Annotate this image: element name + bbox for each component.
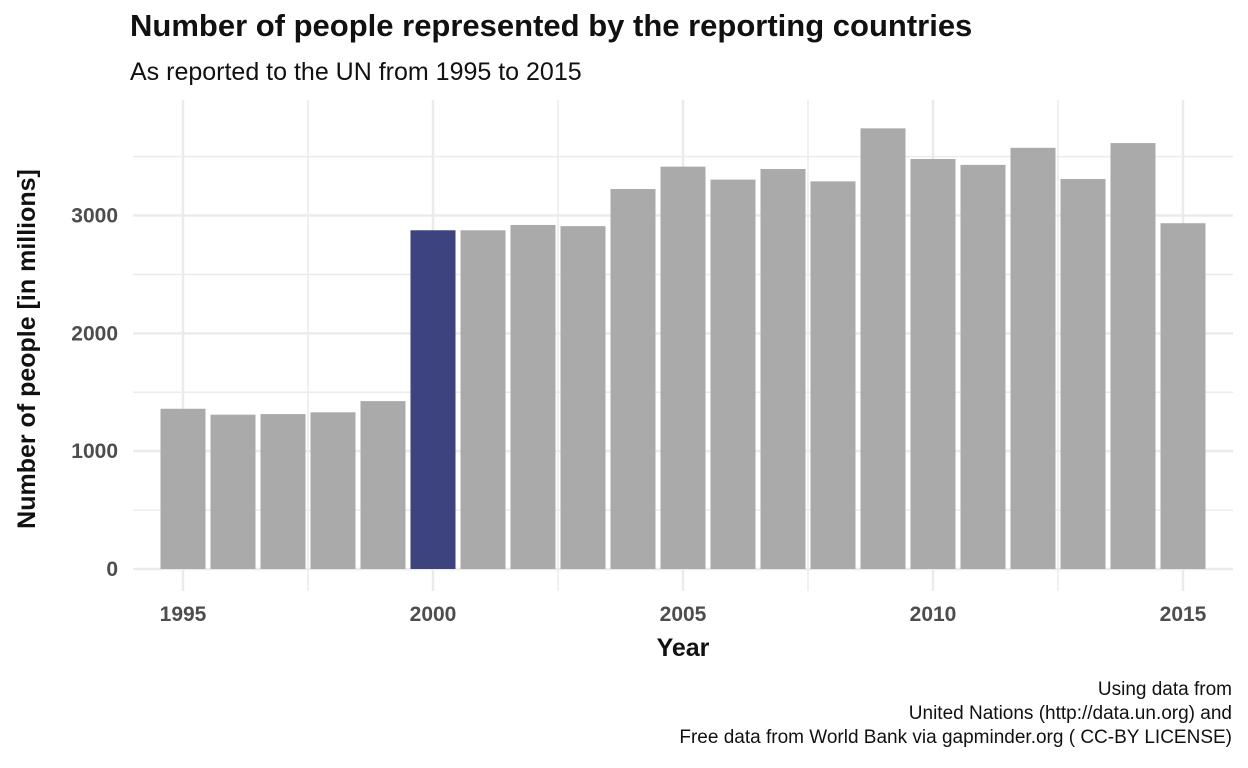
bar-2006 (710, 179, 756, 569)
x-tick-label: 2015 (1160, 603, 1207, 626)
bar-1996 (210, 414, 256, 569)
bar-1997 (260, 414, 306, 569)
chart-title: Number of people represented by the repo… (130, 8, 973, 43)
bar-2009 (860, 128, 906, 569)
caption-line-2: United Nations (http://data.un.org) and (908, 703, 1232, 724)
y-tick-label: 0 (106, 558, 118, 581)
bar-1999 (360, 401, 406, 569)
x-tick-label: 1995 (160, 603, 207, 626)
caption: Using data from United Nations (http://d… (679, 678, 1232, 750)
bar-2000 (410, 230, 456, 569)
bar-2004 (610, 189, 656, 569)
y-axis-title: Number of people [in millions] (13, 169, 41, 529)
bar-2007 (760, 169, 806, 570)
bars (160, 128, 1206, 570)
bar-2011 (960, 164, 1006, 570)
y-tick-label: 1000 (71, 440, 118, 463)
bar-2012 (1010, 147, 1056, 569)
bar-2013 (1060, 179, 1106, 569)
y-tick-label: 2000 (71, 322, 118, 345)
caption-line-1: Using data from (1097, 679, 1232, 700)
y-axis-ticks: 0 1000 2000 3000 (71, 205, 118, 581)
chart-subtitle: As reported to the UN from 1995 to 2015 (130, 58, 582, 86)
y-tick-label: 3000 (71, 205, 118, 228)
bar-2008 (810, 181, 856, 569)
bar-2010 (910, 158, 956, 569)
bar-1995 (160, 408, 206, 569)
bar-2003 (560, 226, 606, 569)
x-axis-title: Year (657, 634, 710, 662)
x-axis-ticks: 1995 2000 2005 2010 2015 (160, 603, 1207, 626)
bar-1998 (310, 412, 356, 569)
bar-2014 (1110, 143, 1156, 569)
x-tick-label: 2005 (660, 603, 707, 626)
bar-2001 (460, 230, 506, 569)
caption-line-3: Free data from World Bank via gapminder.… (679, 727, 1232, 748)
bar-2005 (660, 166, 706, 569)
bar-2002 (510, 224, 556, 569)
x-tick-label: 2000 (410, 603, 457, 626)
x-tick-label: 2010 (910, 603, 957, 626)
bar-2015 (1160, 223, 1206, 569)
